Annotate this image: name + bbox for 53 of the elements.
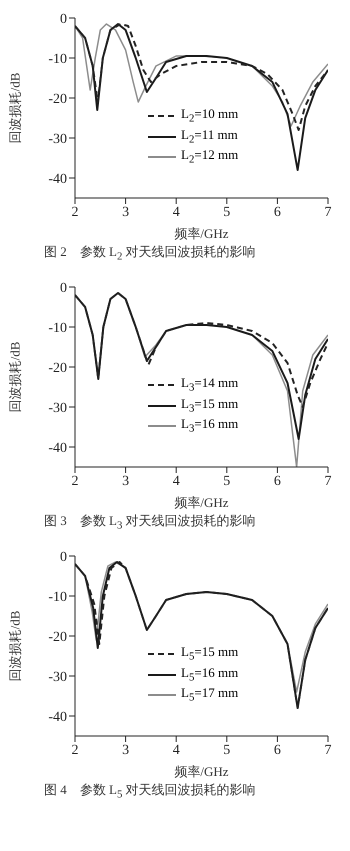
y-tick-label: -40 bbox=[48, 440, 67, 456]
x-axis-title: 频率/GHz bbox=[174, 495, 229, 510]
y-tick-label: -20 bbox=[48, 360, 67, 376]
x-tick-label: 3 bbox=[122, 474, 130, 489]
x-tick-label: 7 bbox=[324, 742, 332, 758]
y-tick-label: -10 bbox=[48, 590, 67, 605]
line-series bbox=[75, 292, 328, 440]
y-tick-label: -40 bbox=[48, 172, 67, 187]
text: 图 3 参数 L$_{3}$ 对天线回波损耗的影响 bbox=[43, 512, 257, 534]
x-tick-label: 6 bbox=[274, 474, 281, 489]
text: 图 4 参数 L$_{5}$ 对天线回波损耗的影响 bbox=[43, 781, 257, 803]
legend-label: L$_{2}$=10 mm bbox=[181, 106, 238, 127]
legend-label: L$_{5}$=17 mm bbox=[181, 685, 238, 706]
line-series bbox=[75, 23, 328, 171]
y-tick-label: -10 bbox=[48, 52, 67, 67]
y-tick-label: 0 bbox=[60, 12, 67, 27]
x-tick-label: 3 bbox=[122, 204, 130, 220]
text: 图 2 参数 L$_{2}$ 对天线回波损耗的影响 bbox=[43, 243, 257, 265]
y-tick-label: -20 bbox=[48, 630, 67, 645]
x-tick-label: 5 bbox=[223, 204, 230, 220]
y-tick-label: -40 bbox=[48, 710, 67, 725]
x-tick-label: 4 bbox=[172, 204, 180, 220]
x-tick-label: 2 bbox=[72, 204, 78, 220]
x-tick-label: 2 bbox=[72, 474, 78, 489]
x-tick-label: 5 bbox=[223, 474, 230, 489]
legend-label: L$_{3}$=16 mm bbox=[181, 416, 238, 437]
x-axis-title: 频率/GHz bbox=[174, 226, 229, 241]
y-axis-title: 回波损耗/dB bbox=[8, 72, 23, 144]
x-tick-label: 7 bbox=[324, 204, 332, 220]
legend-label: L$_{3}$=14 mm bbox=[181, 375, 238, 396]
legend-label: L$_{3}$=15 mm bbox=[181, 396, 238, 416]
legend-label: L$_{5}$=15 mm bbox=[181, 644, 238, 665]
y-tick-label: -30 bbox=[48, 400, 67, 416]
y-tick-label: 0 bbox=[60, 280, 67, 296]
legend-label: L$_{2}$=12 mm bbox=[181, 147, 238, 168]
y-tick-label: -30 bbox=[48, 670, 67, 685]
y-axis-title: 回波损耗/dB bbox=[8, 610, 23, 682]
x-tick-label: 3 bbox=[122, 742, 130, 758]
x-tick-label: 6 bbox=[274, 742, 281, 758]
x-axis-title: 频率/GHz bbox=[174, 764, 229, 779]
x-tick-label: 7 bbox=[324, 474, 332, 489]
x-tick-label: 4 bbox=[172, 742, 180, 758]
y-tick-label: -10 bbox=[48, 320, 67, 336]
x-tick-label: 2 bbox=[72, 742, 78, 758]
legend-label: L$_{2}$=11 mm bbox=[181, 126, 238, 148]
x-tick-label: 6 bbox=[274, 204, 281, 220]
y-tick-label: 0 bbox=[60, 550, 67, 565]
x-tick-label: 4 bbox=[172, 474, 180, 489]
y-tick-label: -30 bbox=[48, 132, 67, 147]
y-tick-label: -20 bbox=[48, 92, 67, 107]
y-axis-title: 回波损耗/dB bbox=[8, 341, 23, 412]
legend-label: L$_{5}$=16 mm bbox=[181, 664, 238, 686]
x-tick-label: 5 bbox=[223, 742, 230, 758]
